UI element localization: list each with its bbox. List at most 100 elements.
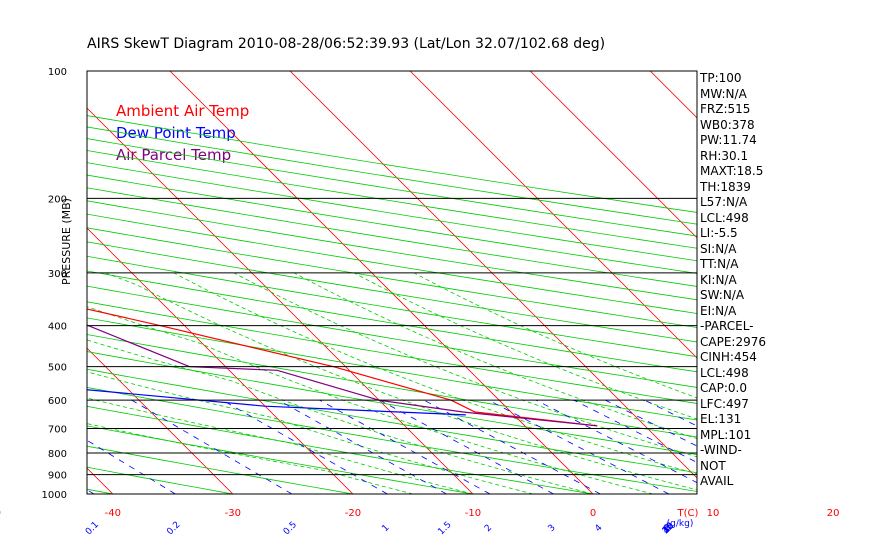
isotherm-line: [87, 107, 474, 494]
mixing-ratio-line: [801, 400, 870, 494]
y-axis-label: PRESSURE (MB): [60, 198, 73, 285]
index-label: AVAIL: [700, 474, 734, 488]
dry-adiabat: [87, 466, 236, 494]
index-label: LCL:498: [700, 365, 749, 380]
isotherm-line: [87, 227, 354, 494]
moist-adiabat: [87, 371, 534, 494]
legend-ambient-air-temp: Ambient Air Temp: [116, 102, 250, 120]
mixing-ratio-line: [278, 399, 447, 494]
index-label: MPL:101: [700, 427, 752, 442]
mixing-ratio-unit-label: (g/kg): [667, 519, 694, 529]
index-label: MAXT:18.5: [700, 164, 764, 178]
mixing-ratio-tick-label: 1.5: [436, 520, 453, 537]
bottom-temp-tick-label: 20: [827, 508, 840, 519]
index-label: TH:1839: [700, 179, 751, 194]
index-label: EL:131: [700, 412, 742, 426]
dry-adiabat: [87, 241, 697, 343]
bottom-temp-tick-label: -50: [0, 508, 1, 519]
index-label: KI:N/A: [700, 272, 737, 287]
mixing-ratio-line: [535, 399, 697, 484]
index-label: MW:N/A: [700, 86, 747, 101]
index-label: -WIND-: [700, 443, 742, 457]
dry-adiabat: [87, 227, 697, 328]
mixing-ratio-line: [738, 400, 870, 494]
bottom-temp-tick-label: -30: [225, 508, 241, 519]
index-label: NOT: [700, 458, 726, 473]
mixing-ratio-tick-label: 0.1: [84, 520, 101, 537]
isotherm-line: [169, 71, 594, 494]
mixing-ratio-tick-label: 3: [547, 523, 558, 534]
mixing-ratio-tick-label: 0.5: [282, 520, 299, 537]
pressure-tick-label: 600: [48, 396, 67, 407]
index-label: -PARCEL-: [700, 319, 754, 333]
mixing-ratio-line: [827, 400, 870, 494]
mixing-ratio-line: [319, 399, 491, 494]
dry-adiabat: [87, 301, 697, 404]
mixing-ratio-tick-label: 4: [593, 523, 604, 534]
dry-adiabat: [87, 213, 697, 314]
ambient-air-temp-line: [87, 308, 597, 427]
dry-adiabat: [87, 488, 115, 494]
legend-air-parcel-temp: Air Parcel Temp: [116, 146, 232, 164]
pressure-tick-label: 100: [48, 67, 67, 78]
index-label: LI:-5.5: [700, 226, 738, 240]
chart-title: AIRS SkewT Diagram 2010-08-28/06:52:39.9…: [87, 36, 606, 52]
index-label: WB0:378: [700, 117, 755, 132]
index-label: TT:N/A: [700, 257, 739, 271]
index-label: TP:100: [700, 71, 742, 85]
moist-adiabat: [353, 272, 697, 420]
pressure-tick-label: 900: [48, 471, 67, 482]
mixing-ratio-tick-label: 6: [662, 523, 673, 534]
index-label: EI:N/A: [700, 303, 737, 318]
plot-frame: [86, 70, 698, 495]
bottom-temp-tick-label: 10: [707, 508, 720, 519]
moist-adiabat: [87, 306, 654, 494]
mixing-ratio-line: [772, 400, 870, 494]
bottom-temp-tick-label: -20: [345, 508, 361, 519]
moist-adiabat: [87, 397, 474, 494]
moist-adiabat: [87, 339, 594, 494]
mixing-ratio-tick-label: 8: [663, 523, 674, 534]
dry-adiabat: [87, 351, 697, 455]
dry-adiabat: [87, 387, 697, 492]
isotherm-line: [409, 71, 697, 359]
mixing-ratio-tick-label: 1: [380, 523, 391, 534]
index-label: RH:30.1: [700, 148, 749, 163]
dry-adiabat: [87, 187, 697, 287]
index-label: SW:N/A: [700, 288, 745, 302]
pressure-tick-label: 800: [48, 449, 67, 460]
mixing-ratio-line: [488, 399, 670, 494]
legend: Ambient Air Temp Dew Point Temp Air Parc…: [116, 100, 249, 166]
pressure-tick-label: 500: [48, 363, 67, 374]
index-label: CAP:0.0: [700, 381, 747, 395]
bottom-temp-tick-label: 0: [590, 508, 596, 519]
index-label: CAPE:2976: [700, 334, 766, 349]
index-label: CINH:454: [700, 350, 757, 364]
dry-adiabat: [87, 425, 476, 494]
isotherm-line: [529, 71, 697, 239]
moist-adiabat: [173, 272, 697, 475]
pressure-tick-label: 300: [48, 269, 67, 280]
index-label: FRZ:515: [700, 102, 751, 116]
dry-adiabat: [87, 162, 697, 262]
mixing-ratio-tick-label: 0.2: [165, 520, 182, 537]
pressure-tick-label: 1000: [42, 490, 67, 501]
bottom-temp-tick-label: -40: [105, 508, 121, 519]
index-label: L57:N/A: [700, 195, 748, 209]
index-label: LCL:498: [700, 210, 749, 225]
index-label: SI:N/A: [700, 241, 737, 256]
dry-adiabat: [87, 200, 697, 301]
dry-adiabat: [87, 174, 697, 274]
mixing-ratio-line: [573, 399, 697, 463]
dry-adiabat: [87, 368, 697, 474]
dry-adiabat: [87, 405, 596, 494]
isotherm-line: [289, 71, 697, 479]
pressure-tick-label: 700: [48, 424, 67, 435]
bottom-unit-label: T(C): [677, 508, 699, 519]
isotherm-line: [0, 62, 2, 503]
mixing-ratio-line: [222, 399, 388, 494]
mixing-ratio-line: [423, 399, 601, 494]
pressure-tick-label: 400: [48, 322, 67, 333]
plot-area: [0, 62, 870, 503]
